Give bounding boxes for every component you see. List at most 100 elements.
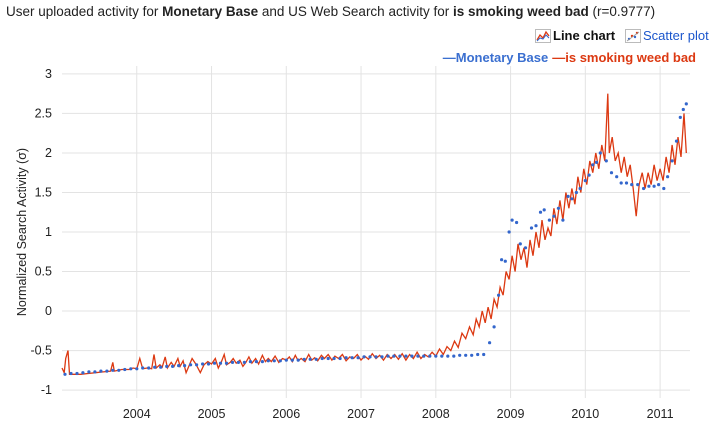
- x-tick-label: 2011: [647, 407, 674, 421]
- series-point-monetary-base: [224, 361, 229, 365]
- series-point-monetary-base: [266, 359, 270, 363]
- line-chart-toggle[interactable]: Line chart: [535, 28, 615, 43]
- series-point-monetary-base: [105, 369, 109, 373]
- series-point-monetary-base: [547, 218, 552, 222]
- series-point-monetary-base: [604, 159, 608, 163]
- series-point-monetary-base: [500, 258, 504, 262]
- series-point-monetary-base: [574, 190, 579, 195]
- series-point-monetary-base: [497, 293, 501, 297]
- series-point-monetary-base: [561, 218, 565, 222]
- series-point-monetary-base: [356, 356, 360, 360]
- y-tick-label: 0.5: [35, 265, 52, 279]
- title-suffix: (r=0.9777): [588, 4, 656, 19]
- series-point-monetary-base: [129, 367, 133, 371]
- scatter-plot-icon: [625, 29, 641, 43]
- series-point-monetary-base: [147, 366, 151, 370]
- line-chart-icon: [535, 29, 551, 43]
- y-tick-label: 1.5: [35, 185, 52, 199]
- series-point-monetary-base: [171, 364, 175, 368]
- series-point-monetary-base: [380, 355, 384, 359]
- series-point-monetary-base: [368, 355, 372, 359]
- chart-legend: —Monetary Base —is smoking weed bad: [443, 50, 696, 65]
- series-point-monetary-base: [177, 364, 181, 368]
- series-point-monetary-base: [111, 368, 115, 372]
- series-point-monetary-base: [87, 370, 91, 374]
- series-point-monetary-base: [534, 224, 538, 228]
- title-middle: and US Web Search activity for: [258, 4, 453, 19]
- series-point-monetary-base: [296, 358, 300, 362]
- series-point-monetary-base: [470, 353, 474, 357]
- legend-series-a[interactable]: —Monetary Base: [442, 50, 549, 65]
- series-point-monetary-base: [135, 367, 139, 371]
- series-point-monetary-base: [681, 107, 685, 112]
- series-point-monetary-base: [230, 360, 235, 364]
- series-point-monetary-base: [254, 360, 258, 364]
- x-tick-label: 2010: [571, 407, 599, 421]
- series-point-monetary-base: [615, 175, 619, 179]
- x-tick-label: 2008: [422, 407, 450, 421]
- series-point-monetary-base: [583, 179, 587, 183]
- series-point-monetary-base: [624, 181, 629, 185]
- series-point-monetary-base: [242, 360, 246, 364]
- y-tick-label: 2: [45, 146, 52, 160]
- series-point-monetary-base: [652, 184, 656, 188]
- series-point-monetary-base: [538, 210, 543, 214]
- legend-series-b[interactable]: —is smoking weed bad: [552, 50, 696, 65]
- series-point-monetary-base: [587, 173, 591, 177]
- series-point-monetary-base: [212, 361, 217, 365]
- series-point-monetary-base: [458, 353, 462, 357]
- series-point-monetary-base: [123, 367, 127, 372]
- series-point-monetary-base: [386, 354, 390, 358]
- series-point-monetary-base: [542, 208, 546, 212]
- series-point-monetary-base: [320, 356, 324, 361]
- series-point-monetary-base: [578, 186, 582, 191]
- series-point-monetary-base: [642, 186, 646, 191]
- y-tick-label: -1: [41, 383, 52, 397]
- series-point-monetary-base: [464, 353, 468, 357]
- title-prefix: User uploaded activity for: [6, 4, 163, 19]
- series-point-monetary-base: [566, 194, 570, 198]
- series-point-monetary-base: [503, 259, 507, 263]
- series-point-monetary-base: [434, 354, 438, 358]
- series-point-monetary-base: [619, 181, 623, 185]
- series-point-monetary-base: [594, 160, 599, 164]
- series-point-monetary-base: [416, 354, 420, 358]
- series-point-monetary-base: [326, 356, 330, 361]
- y-axis-label: Normalized Search Activity (σ): [15, 148, 29, 316]
- series-point-monetary-base: [248, 360, 252, 364]
- series-point-monetary-base: [206, 362, 211, 366]
- title-series-a: Monetary Base: [162, 4, 259, 19]
- series-point-monetary-base: [570, 197, 574, 201]
- series-point-monetary-base: [153, 365, 157, 369]
- series-point-monetary-base: [630, 183, 634, 187]
- series-point-monetary-base: [529, 226, 534, 230]
- title-series-b: is smoking weed bad: [452, 4, 589, 19]
- series-line-smoking-weed: [61, 93, 687, 376]
- series-point-monetary-base: [452, 354, 456, 358]
- series-point-monetary-base: [670, 159, 674, 163]
- y-tick-label: 3: [45, 67, 52, 81]
- series-point-monetary-base: [422, 354, 426, 358]
- series-point-monetary-base: [674, 139, 679, 143]
- series-point-monetary-base: [189, 363, 193, 367]
- series-point-monetary-base: [678, 115, 682, 119]
- series-point-monetary-base: [488, 341, 492, 345]
- series-point-monetary-base: [260, 360, 264, 364]
- x-tick-label: 2007: [347, 407, 375, 421]
- series-point-monetary-base: [63, 372, 67, 376]
- series-point-monetary-base: [236, 360, 240, 364]
- series-point-monetary-base: [338, 356, 342, 361]
- series-point-monetary-base: [362, 355, 366, 359]
- series-point-monetary-base: [510, 218, 514, 222]
- series-point-monetary-base: [609, 171, 614, 175]
- series-point-monetary-base: [284, 358, 288, 362]
- series-point-monetary-base: [662, 186, 666, 191]
- y-tick-label: 2.5: [35, 106, 52, 120]
- series-point-monetary-base: [183, 364, 187, 368]
- series-point-monetary-base: [350, 356, 354, 360]
- series-point-monetary-base: [428, 354, 432, 358]
- scatter-plot-toggle[interactable]: Scatter plot: [625, 28, 709, 43]
- series-point-monetary-base: [591, 163, 595, 167]
- series-point-monetary-base: [141, 366, 145, 370]
- series-point-monetary-base: [523, 246, 528, 250]
